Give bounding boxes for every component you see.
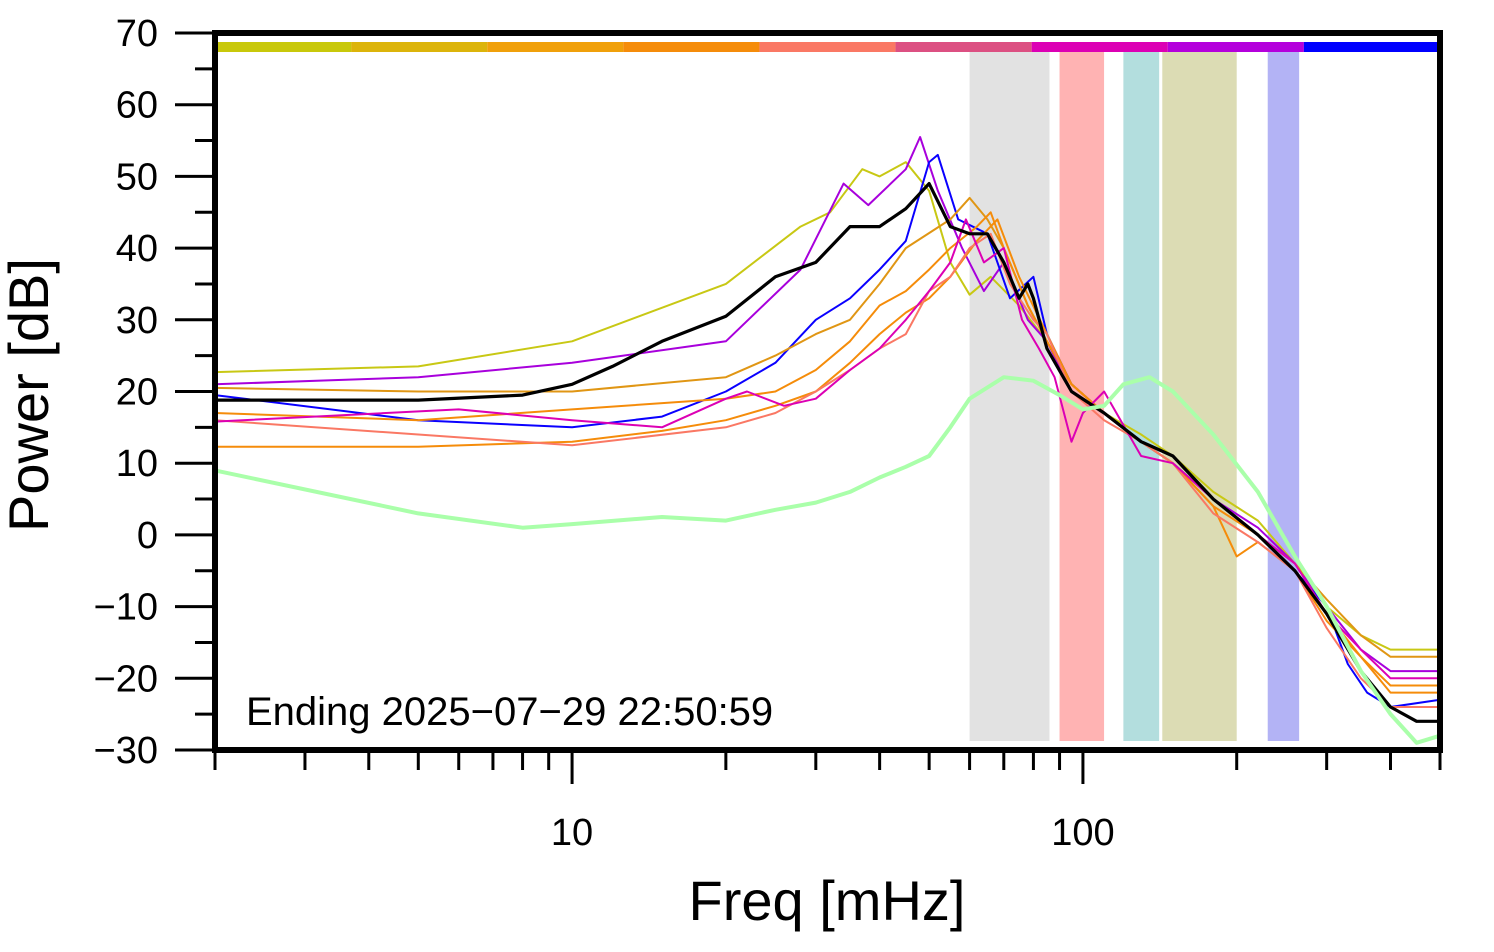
y-tick-label: 20 (116, 372, 158, 414)
series-line (213, 182, 1442, 723)
y-axis-title: Power [dB] (0, 258, 60, 532)
frequency-band (1123, 52, 1160, 741)
y-tick-label: 60 (116, 85, 158, 127)
color-bar-segment (1031, 42, 1168, 52)
x-tick-label: 10 (551, 812, 593, 854)
series-line (214, 232, 1441, 708)
color-bar-segment (623, 42, 760, 52)
color-bar-segment (487, 42, 624, 52)
color-bar-segment (895, 42, 1032, 52)
x-axis-ticks: 10 100 (213, 750, 1442, 854)
y-tick-label: −20 (94, 658, 158, 700)
y-axis-ticks: 70 60 50 40 30 20 10 0 −10 −20 −30 (94, 13, 215, 772)
y-tick-label: 10 (116, 443, 158, 485)
y-tick-label: −10 (94, 587, 158, 629)
color-bar-segment (351, 42, 488, 52)
color-bar-segment (215, 42, 352, 52)
frequency-bands (969, 52, 1300, 741)
x-axis-title: Freq [mHz] (689, 869, 966, 932)
end-time-annotation: Ending 2025−07−29 22:50:59 (246, 690, 773, 734)
y-tick-label: 70 (116, 13, 158, 55)
series-line (213, 375, 1442, 745)
y-tick-label: 30 (116, 300, 158, 342)
frequency-band (1162, 52, 1237, 741)
y-tick-label: 0 (137, 515, 158, 557)
frequency-band (1267, 52, 1300, 741)
x-tick-label: 100 (1051, 812, 1114, 854)
y-tick-label: 40 (116, 228, 158, 270)
color-bar-segment (1167, 42, 1304, 52)
top-color-bar (215, 42, 1440, 52)
color-bar-segment (1303, 42, 1440, 52)
y-tick-label: 50 (116, 156, 158, 198)
spectrum-series (213, 136, 1442, 745)
y-tick-label: −30 (94, 730, 158, 772)
color-bar-segment (759, 42, 896, 52)
frequency-band (969, 52, 1050, 741)
